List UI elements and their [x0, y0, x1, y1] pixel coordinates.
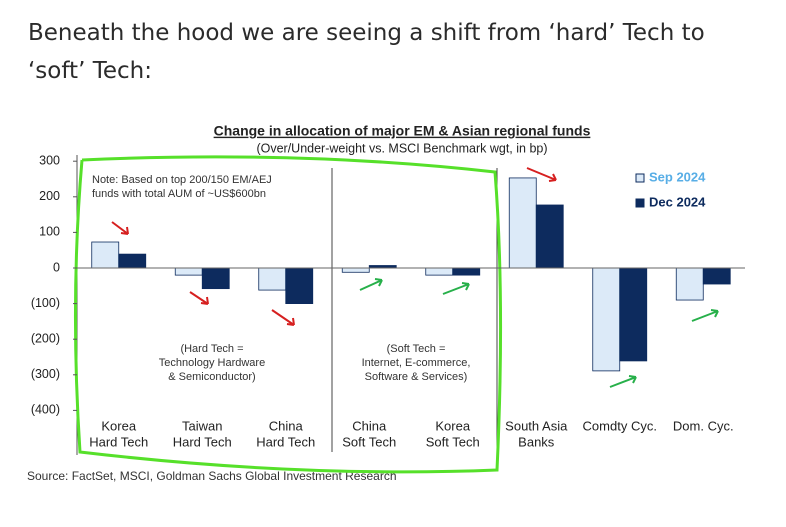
arrow: [359, 278, 383, 291]
y-tick-label: (100): [31, 296, 60, 310]
x-tick-label: Korea: [101, 418, 136, 433]
legend-swatch: [635, 198, 645, 208]
bar: [91, 241, 120, 269]
chart-subtitle: (Over/Under-weight vs. MSCI Benchmark wg…: [256, 141, 547, 155]
arrow: [271, 309, 295, 326]
bar: [285, 267, 314, 304]
y-tick-label: 200: [39, 189, 60, 203]
annotation: funds with total AUM of ~US$600bn: [92, 188, 266, 200]
heading: Beneath the hood we are seeing a shift f…: [28, 20, 705, 84]
source: Source: FactSet, MSCI, Goldman Sachs Glo…: [27, 469, 397, 483]
x-tick-label: Comdty Cyc.: [583, 418, 657, 433]
bar: [425, 267, 454, 276]
legend-label: Dec 2024: [649, 194, 706, 209]
bar: [118, 253, 147, 269]
legend-swatch: [635, 173, 645, 183]
bar: [341, 267, 370, 273]
y-tick-label: (200): [31, 331, 60, 345]
x-tick-label: Banks: [518, 434, 555, 449]
bar: [619, 267, 648, 362]
y-tick-label: 100: [39, 225, 60, 239]
bar: [258, 267, 287, 291]
x-tick-label: South Asia: [505, 418, 568, 433]
annotation: Internet, E-commerce,: [362, 357, 471, 369]
x-tick-label: Soft Tech: [342, 434, 396, 449]
annotation: & Semiconductor): [168, 371, 255, 383]
x-tick-label: Hard Tech: [89, 434, 148, 449]
annotation: Technology Hardware: [159, 357, 265, 369]
annotation: (Soft Tech =: [387, 343, 446, 355]
x-tick-label: Hard Tech: [256, 434, 315, 449]
x-tick-label: Taiwan: [182, 418, 222, 433]
x-tick-label: China: [269, 418, 304, 433]
x-tick-label: Hard Tech: [173, 434, 232, 449]
arrow: [526, 167, 557, 182]
y-tick-label: 0: [53, 260, 60, 274]
arrow: [691, 309, 719, 322]
arrow: [111, 221, 129, 235]
bar: [452, 267, 481, 276]
arrow: [189, 291, 209, 305]
bar: [535, 204, 564, 269]
arrow: [609, 375, 637, 388]
annotation: (Hard Tech =: [180, 343, 243, 355]
x-tick-label: Soft Tech: [426, 434, 480, 449]
bar: [675, 267, 704, 301]
annotation: Software & Services): [365, 371, 468, 383]
bar: [508, 177, 537, 269]
y-tick-label: 300: [39, 153, 60, 167]
x-tick-label: China: [352, 418, 387, 433]
annotation: Note: Based on top 200/150 EM/AEJ: [92, 174, 272, 186]
highlight-outline: [73, 155, 503, 474]
decorations: [73, 155, 719, 474]
x-tick-label: Korea: [435, 418, 470, 433]
chart-title: Change in allocation of major EM & Asian…: [214, 123, 591, 139]
bar: [592, 267, 621, 372]
bar: [702, 267, 731, 285]
bar: [174, 267, 203, 276]
arrow: [442, 282, 470, 295]
y-tick-label: (400): [31, 403, 60, 417]
y-tick-label: (300): [31, 367, 60, 381]
legend-label: Sep 2024: [649, 169, 706, 184]
bar: [201, 267, 230, 290]
x-tick-label: Dom. Cyc.: [673, 418, 734, 433]
